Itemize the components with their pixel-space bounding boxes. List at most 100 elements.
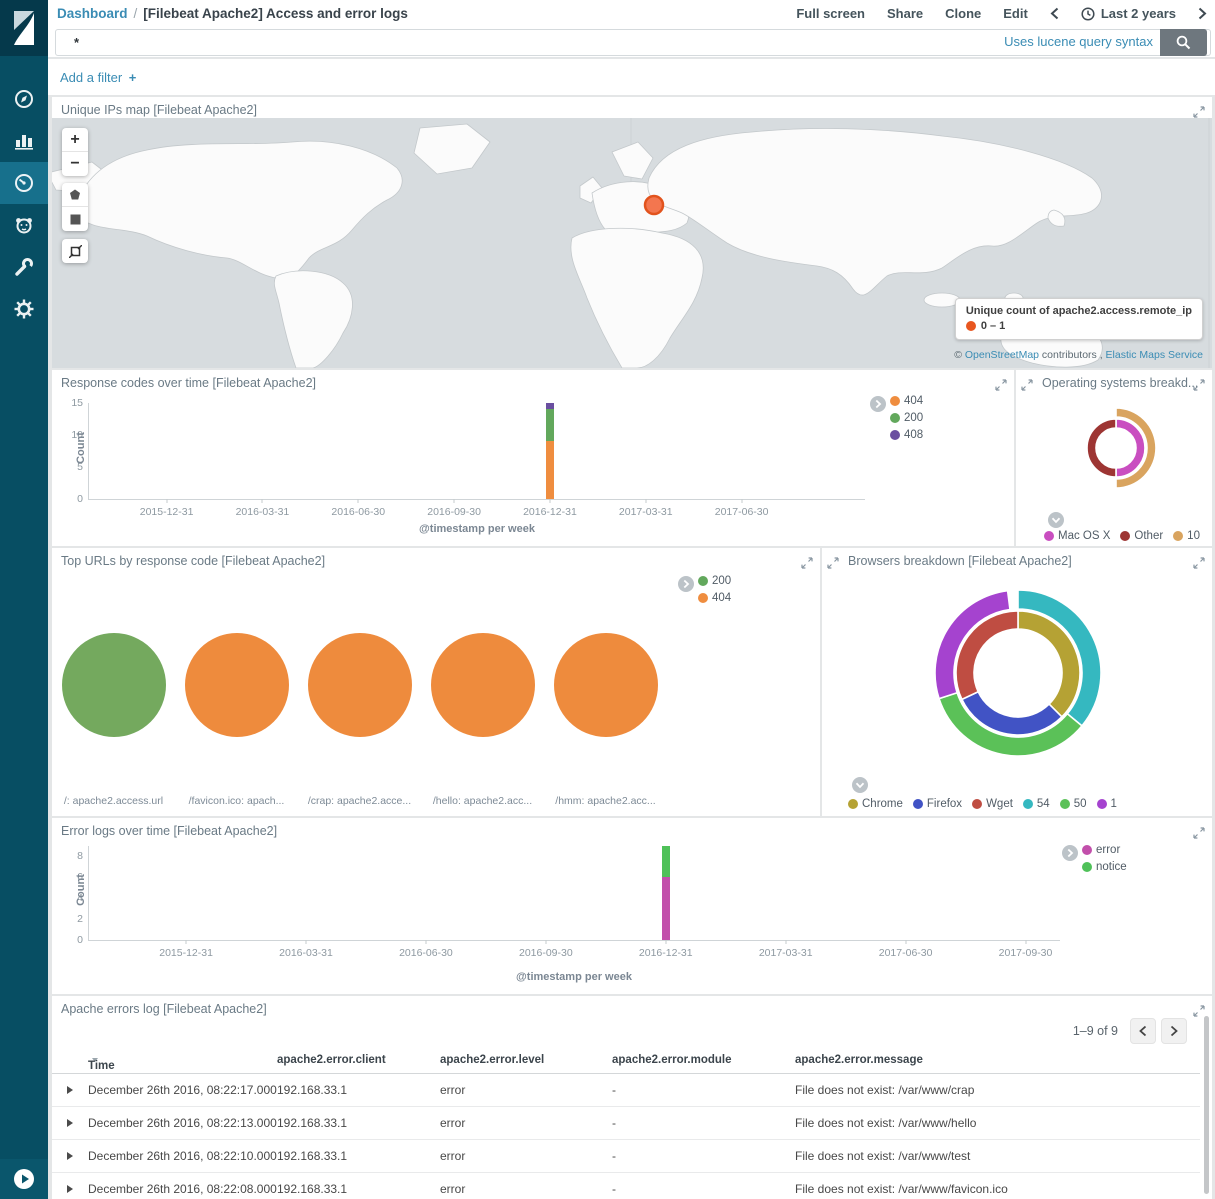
map-marker[interactable] <box>645 196 663 214</box>
column-header-module[interactable]: apache2.error.module <box>612 1054 732 1066</box>
sidebar-item-visualize[interactable] <box>0 120 48 162</box>
expand-panel-icon[interactable] <box>1193 106 1205 118</box>
search-button[interactable] <box>1160 29 1207 56</box>
legend-swatch <box>913 799 923 809</box>
toolbar-action-full-screen[interactable]: Full screen <box>796 6 865 21</box>
elastic-maps-link[interactable]: Elastic Maps Service <box>1106 349 1203 361</box>
expand-panel-icon[interactable] <box>827 557 839 569</box>
sidebar-item-dev-tools[interactable] <box>0 246 48 288</box>
toolbar-action-edit[interactable]: Edit <box>1003 6 1028 21</box>
legend-item-error[interactable]: error <box>1082 844 1127 856</box>
toolbar-action-clone[interactable]: Clone <box>945 6 981 21</box>
time-forward-button[interactable] <box>1198 7 1207 20</box>
expand-row-caret-icon[interactable] <box>67 1119 73 1127</box>
add-filter-button[interactable]: Add a filter + <box>60 70 136 85</box>
bar-segment-404[interactable] <box>546 441 554 499</box>
time-back-button[interactable] <box>1050 7 1059 20</box>
legend-item-notice[interactable]: notice <box>1082 861 1127 873</box>
legend-item-Wget[interactable]: Wget <box>972 798 1013 810</box>
expand-panel-icon[interactable] <box>1193 379 1205 391</box>
expand-row-caret-icon[interactable] <box>67 1086 73 1094</box>
table-row[interactable]: December 26th 2016, 08:22:08.000192.168.… <box>52 1173 1200 1199</box>
bar-segment-error[interactable] <box>662 877 670 940</box>
gear-icon <box>12 297 36 321</box>
legend-item-200[interactable]: 200 <box>698 575 731 587</box>
expand-panel-icon[interactable] <box>1193 1005 1205 1017</box>
world-map[interactable]: + − U <box>52 118 1212 368</box>
pagination-prev-button[interactable] <box>1130 1018 1156 1044</box>
draw-polygon-button[interactable] <box>62 183 88 207</box>
table-row[interactable]: December 26th 2016, 08:22:17.000192.168.… <box>52 1074 1200 1107</box>
sidebar-item-management[interactable] <box>0 288 48 330</box>
bar-segment-200[interactable] <box>546 409 554 441</box>
legend-toggle-icon[interactable] <box>1048 512 1064 528</box>
pie-slice[interactable] <box>62 633 166 737</box>
openstreetmap-link[interactable]: OpenStreetMap <box>965 349 1039 361</box>
legend-item-10[interactable]: 10 <box>1173 530 1200 542</box>
legend-item-200[interactable]: 200 <box>890 412 923 424</box>
cell-module: - <box>612 1083 616 1097</box>
column-header-level[interactable]: apache2.error.level <box>440 1054 544 1066</box>
fit-data-bounds-button[interactable] <box>62 239 88 263</box>
legend-item-Firefox[interactable]: Firefox <box>913 798 962 810</box>
zoom-in-button[interactable]: + <box>62 128 88 152</box>
expand-panel-icon[interactable] <box>1193 827 1205 839</box>
legend-toggle-icon[interactable] <box>1062 845 1078 861</box>
legend-label: Other <box>1134 530 1163 542</box>
sidebar-item-timelion[interactable] <box>0 204 48 246</box>
add-filter-label: Add a filter <box>60 70 122 85</box>
cell-level: error <box>440 1083 465 1097</box>
x-axis-tick: 2016-09-30 <box>427 506 481 518</box>
x-axis-tick: 2016-03-31 <box>279 947 333 959</box>
legend-item-404[interactable]: 404 <box>698 592 731 604</box>
legend-toggle-icon[interactable] <box>852 777 868 793</box>
sidebar-collapse-button[interactable] <box>0 1159 48 1199</box>
bar-segment-notice[interactable] <box>662 846 670 877</box>
legend-toggle-icon[interactable] <box>870 396 886 412</box>
time-picker[interactable]: Last 2 years <box>1081 6 1176 21</box>
bar-chart-icon <box>12 129 36 153</box>
legend-swatch <box>1173 531 1183 541</box>
stacked-bar[interactable] <box>662 846 670 940</box>
expand-row-caret-icon[interactable] <box>67 1152 73 1160</box>
donut-slice-Other[interactable] <box>1087 419 1116 477</box>
expand-panel-icon[interactable] <box>1193 557 1205 569</box>
legend-item-Mac OS X[interactable]: Mac OS X <box>1044 530 1110 542</box>
legend-item-50[interactable]: 50 <box>1060 798 1087 810</box>
legend-item-Chrome[interactable]: Chrome <box>848 798 903 810</box>
legend-item-1[interactable]: 1 <box>1097 798 1117 810</box>
legend-toggle-icon[interactable] <box>678 576 694 592</box>
stacked-bar[interactable] <box>546 403 554 499</box>
column-header-time[interactable]: Time <box>88 1054 98 1066</box>
sidebar-item-discover[interactable] <box>0 78 48 120</box>
compass-icon <box>12 87 36 111</box>
legend-item-408[interactable]: 408 <box>890 429 923 441</box>
expand-row-caret-icon[interactable] <box>67 1185 73 1193</box>
table-scrollbar[interactable] <box>1204 1016 1209 1194</box>
map-legend-range: 0 – 1 <box>981 320 1005 332</box>
draw-rectangle-button[interactable] <box>62 207 88 231</box>
expand-panel-icon[interactable] <box>801 557 813 569</box>
pie-slice[interactable] <box>554 633 658 737</box>
column-header-client[interactable]: apache2.error.client <box>277 1054 386 1066</box>
zoom-out-button[interactable]: − <box>62 152 88 176</box>
legend-item-404[interactable]: 404 <box>890 395 923 407</box>
table-row[interactable]: December 26th 2016, 08:22:10.000192.168.… <box>52 1140 1200 1173</box>
expand-panel-icon[interactable] <box>1021 379 1033 391</box>
legend-item-Other[interactable]: Other <box>1120 530 1163 542</box>
pagination-next-button[interactable] <box>1161 1018 1187 1044</box>
pie-slice[interactable] <box>431 633 535 737</box>
toolbar-action-share[interactable]: Share <box>887 6 923 21</box>
expand-panel-icon[interactable] <box>995 379 1007 391</box>
x-axis-tick: 2016-06-30 <box>331 506 385 518</box>
breadcrumb-dashboard-link[interactable]: Dashboard <box>57 6 128 21</box>
pie-slice[interactable] <box>185 633 289 737</box>
legend-swatch <box>966 321 976 331</box>
kibana-logo[interactable] <box>0 0 48 56</box>
sidebar-item-dashboard[interactable] <box>0 162 48 204</box>
table-row[interactable]: December 26th 2016, 08:22:13.000192.168.… <box>52 1107 1200 1140</box>
column-header-message[interactable]: apache2.error.message <box>795 1054 923 1066</box>
pie-slice[interactable] <box>308 633 412 737</box>
lucene-syntax-link[interactable]: Uses lucene query syntax <box>1004 34 1153 49</box>
legend-item-54[interactable]: 54 <box>1023 798 1050 810</box>
